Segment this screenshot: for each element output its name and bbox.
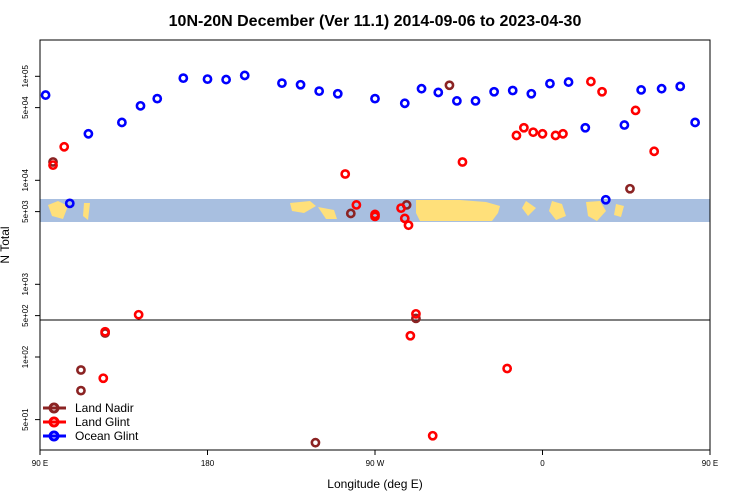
point-land-glint-8 xyxy=(370,211,380,222)
y-tick-label-1: 1e+02 xyxy=(21,345,30,368)
y-axis-label: N Total xyxy=(0,226,12,263)
point-ocean-glint-19 xyxy=(470,96,481,106)
point-ocean-glint-25 xyxy=(580,122,591,133)
point-ocean-glint-24 xyxy=(563,77,574,87)
point-land-nadir-4 xyxy=(310,437,321,448)
point-ocean-glint-13 xyxy=(332,88,343,99)
map-land xyxy=(48,200,624,221)
point-land-glint-6 xyxy=(351,200,362,210)
point-ocean-glint-4 xyxy=(135,100,146,111)
point-land-glint-24 xyxy=(597,86,607,97)
x-axis: 90 E 180 90 W 0 90 E xyxy=(32,450,718,468)
point-ocean-glint-2 xyxy=(83,128,94,139)
point-ocean-glint-18 xyxy=(451,96,462,106)
y-tick-label-7: 1e+05 xyxy=(21,65,30,88)
y-tick-label-0: 5e+01 xyxy=(21,408,30,431)
point-land-glint-2 xyxy=(98,373,109,384)
point-ocean-glint-22 xyxy=(526,88,537,99)
point-land-nadir-1 xyxy=(76,385,86,396)
y-tick-label-5: 1e+04 xyxy=(21,169,30,192)
x-tick-label-0: 90 E xyxy=(32,459,48,468)
point-land-glint-4 xyxy=(133,309,144,320)
point-land-glint-14 xyxy=(427,430,438,441)
point-land-glint-16 xyxy=(502,363,513,374)
y-tick-label-3: 1e+03 xyxy=(21,273,30,296)
point-land-nadir-5 xyxy=(345,208,356,219)
point-land-glint-9 xyxy=(396,203,406,214)
point-land-glint-18 xyxy=(518,122,529,133)
point-ocean-glint-3 xyxy=(116,117,127,128)
point-land-glint-21 xyxy=(550,130,561,141)
point-land-glint-1 xyxy=(59,141,70,152)
point-ocean-glint-1 xyxy=(64,198,75,209)
point-land-glint-22 xyxy=(558,128,568,139)
point-land-glint-19 xyxy=(528,127,539,138)
point-land-glint-25 xyxy=(630,105,641,116)
y-tick-label-4: 5e+03 xyxy=(21,200,30,223)
point-ocean-glint-6 xyxy=(178,73,189,84)
x-tick-label-2: 90 W xyxy=(366,459,385,468)
legend-label-ocean-glint: Ocean Glint xyxy=(75,429,139,443)
y-tick-label-2: 5e+02 xyxy=(21,304,30,327)
point-ocean-glint-12 xyxy=(314,86,325,97)
point-ocean-glint-9 xyxy=(239,70,250,81)
point-land-nadir-7 xyxy=(411,313,421,324)
point-ocean-glint-10 xyxy=(277,78,287,89)
point-land-glint-10 xyxy=(399,213,410,224)
legend-marker-land-glint xyxy=(48,416,60,428)
point-ocean-glint-31 xyxy=(690,117,701,128)
point-ocean-glint-28 xyxy=(636,85,647,95)
point-ocean-glint-16 xyxy=(416,83,427,94)
x-axis-label: Longitude (deg E) xyxy=(327,477,422,491)
x-tick-label-3: 0 xyxy=(540,459,545,468)
point-ocean-glint-11 xyxy=(295,79,306,90)
point-ocean-glint-23 xyxy=(545,78,555,89)
point-ocean-glint-7 xyxy=(202,74,213,85)
y-axis: 5e+01 1e+02 5e+02 1e+03 5e+03 1e+04 5e+04 1e+05 xyxy=(21,65,40,431)
point-land-glint-17 xyxy=(511,130,522,141)
legend-label-land-nadir: Land Nadir xyxy=(75,401,134,415)
legend-marker-ocean-glint xyxy=(48,430,60,442)
point-land-glint-20 xyxy=(537,128,548,139)
point-ocean-glint-14 xyxy=(370,93,380,104)
x-tick-label-1: 180 xyxy=(201,459,215,468)
point-land-glint-12 xyxy=(405,330,416,341)
point-ocean-glint-8 xyxy=(221,74,232,85)
point-land-glint-0 xyxy=(48,160,58,171)
point-ocean-glint-21 xyxy=(507,85,518,96)
point-land-nadir-9 xyxy=(625,183,635,194)
point-ocean-glint-29 xyxy=(656,83,667,94)
point-ocean-glint-5 xyxy=(152,93,163,104)
point-land-glint-11 xyxy=(403,220,414,231)
legend-label-land-glint: Land Glint xyxy=(75,415,130,429)
point-land-glint-3 xyxy=(100,326,111,337)
point-land-glint-5 xyxy=(340,169,351,179)
point-land-glint-26 xyxy=(649,146,660,157)
point-ocean-glint-20 xyxy=(489,86,500,97)
point-ocean-glint-30 xyxy=(675,81,686,92)
legend-marker-land-nadir xyxy=(48,402,60,414)
point-ocean-glint-27 xyxy=(619,120,630,130)
point-ocean-glint-17 xyxy=(433,87,444,98)
point-ocean-glint-26 xyxy=(600,194,611,205)
point-land-glint-23 xyxy=(585,76,596,87)
legend: Land Nadir Land Glint Ocean Glint xyxy=(43,401,139,443)
point-land-glint-15 xyxy=(457,157,468,167)
point-land-glint-13 xyxy=(411,308,421,319)
point-land-nadir-8 xyxy=(444,80,455,91)
x-tick-label-4: 90 E xyxy=(702,459,718,468)
point-ocean-glint-15 xyxy=(399,98,410,109)
chart-title: 10N-20N December (Ver 11.1) 2014-09-06 t… xyxy=(169,13,582,30)
y-tick-label-6: 5e+04 xyxy=(21,96,30,119)
point-land-nadir-2 xyxy=(76,365,86,375)
data-points xyxy=(40,70,701,448)
point-ocean-glint-0 xyxy=(40,90,51,100)
